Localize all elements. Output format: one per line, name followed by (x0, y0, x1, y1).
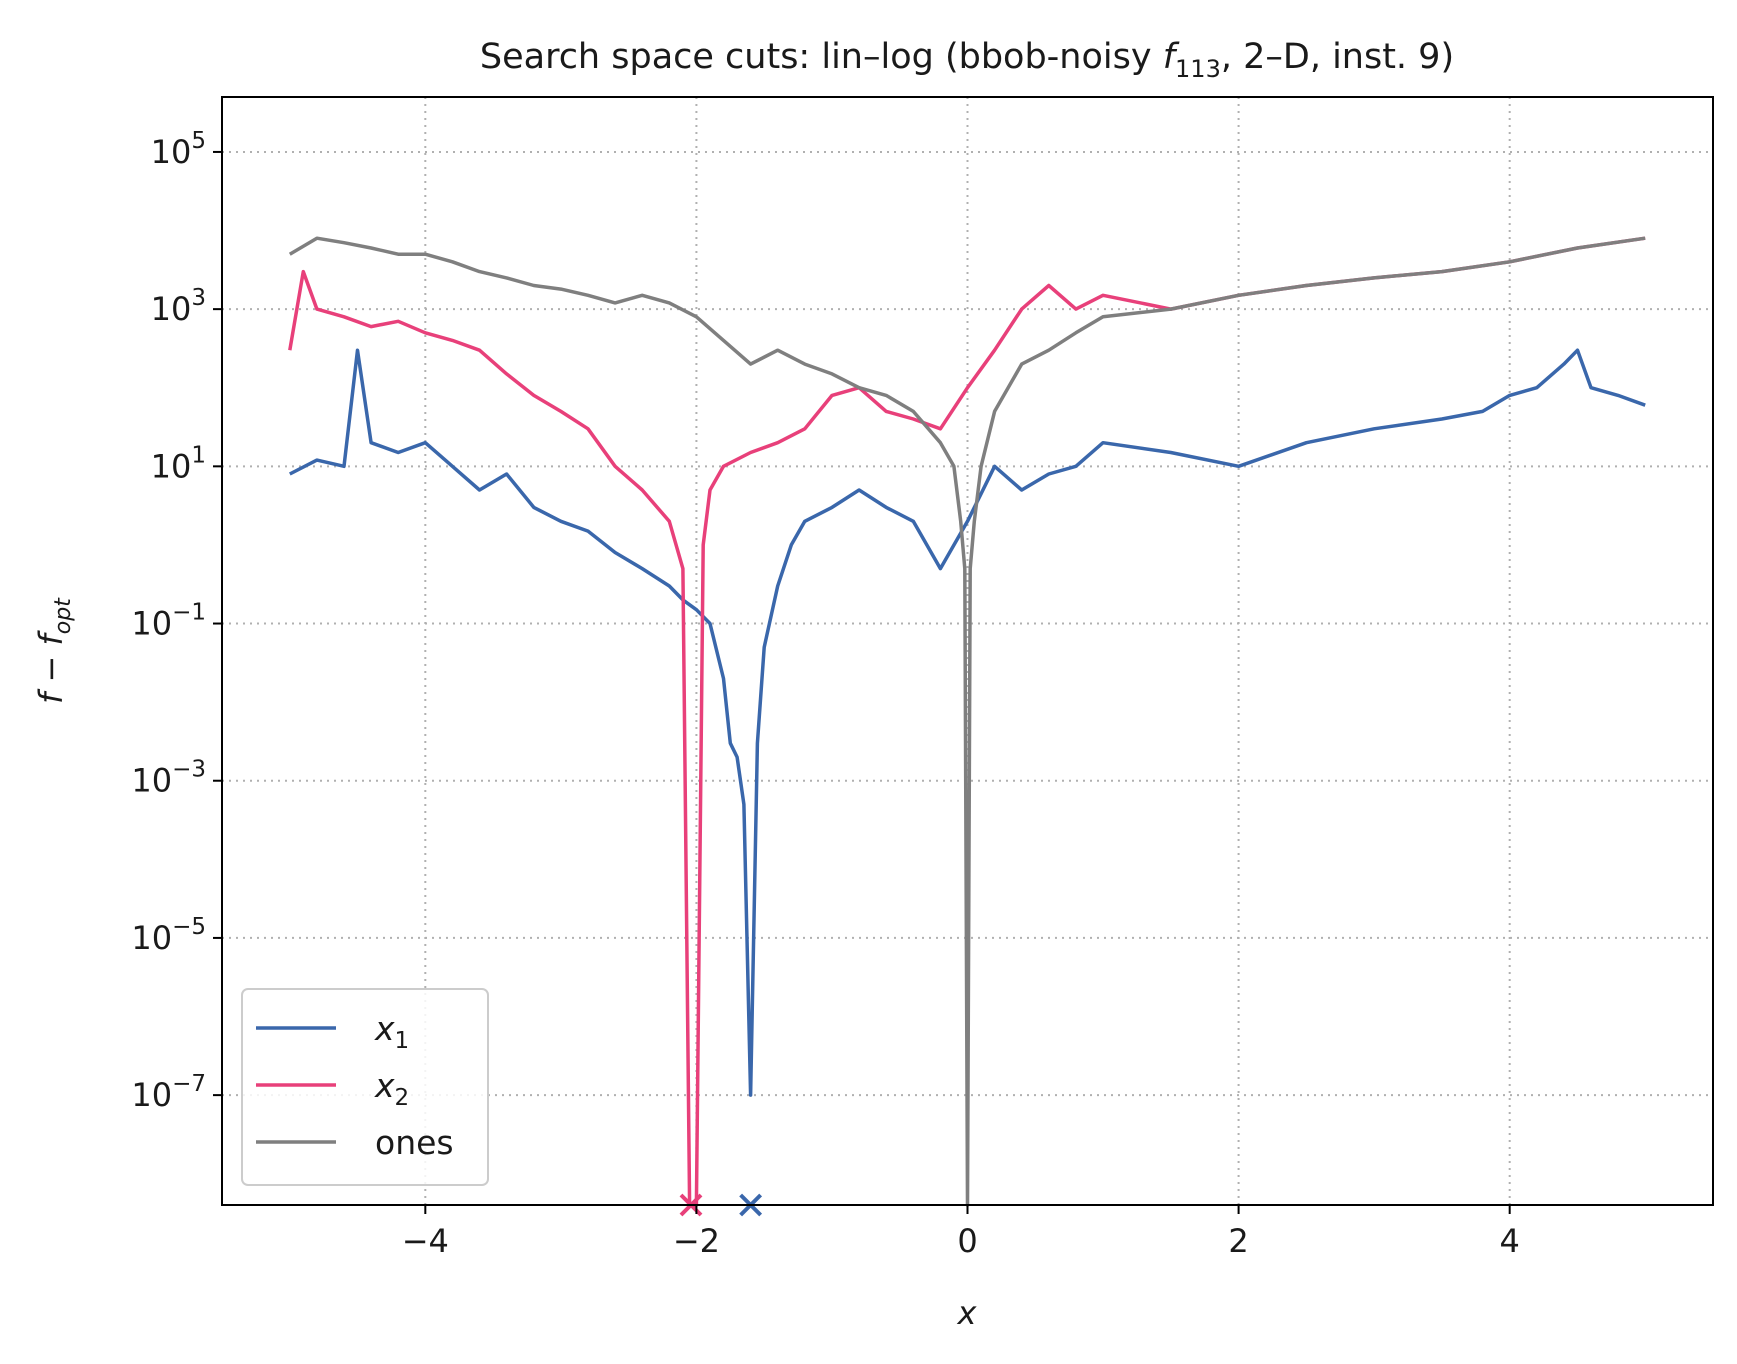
y-tick-label: 10−7 (131, 1071, 206, 1114)
x-tick-label: 0 (957, 1222, 977, 1260)
chart-title: Search space cuts: lin–log (bbob-noisy f… (480, 37, 1454, 83)
series-line-ones (288, 236, 1646, 1207)
y-axis-label: f − fopt (32, 597, 76, 704)
legend-label: x1 (374, 1009, 409, 1054)
x-axis-label: x (957, 1294, 978, 1332)
y-tick-label: 10−1 (131, 600, 206, 643)
legend-label: x2 (374, 1066, 409, 1111)
y-axis-ticks: 105 103 101 10−1 10−3 10−5 10−7 (131, 128, 222, 1114)
series-line-x2 (288, 236, 1646, 1207)
x-tick-label: −2 (673, 1222, 720, 1260)
y-tick-label: 101 (151, 442, 206, 485)
plot-lines (288, 236, 1646, 1207)
x-axis-ticks: −4 −2 0 2 4 (402, 1205, 1520, 1260)
y-tick-label: 103 (151, 285, 206, 328)
y-tick-label: 10−5 (131, 914, 206, 957)
y-tick-label: 105 (151, 128, 206, 171)
x-tick-label: −4 (402, 1222, 449, 1260)
grid (222, 97, 1713, 1205)
x-tick-label: 4 (1500, 1222, 1520, 1260)
legend-box (241, 988, 489, 1186)
y-tick-label: 10−3 (131, 757, 206, 800)
series-line-x1 (289, 348, 1646, 1097)
legend-label: ones (375, 1123, 454, 1162)
x-tick-label: 2 (1228, 1222, 1248, 1260)
legend: x1 x2 ones (241, 988, 489, 1186)
